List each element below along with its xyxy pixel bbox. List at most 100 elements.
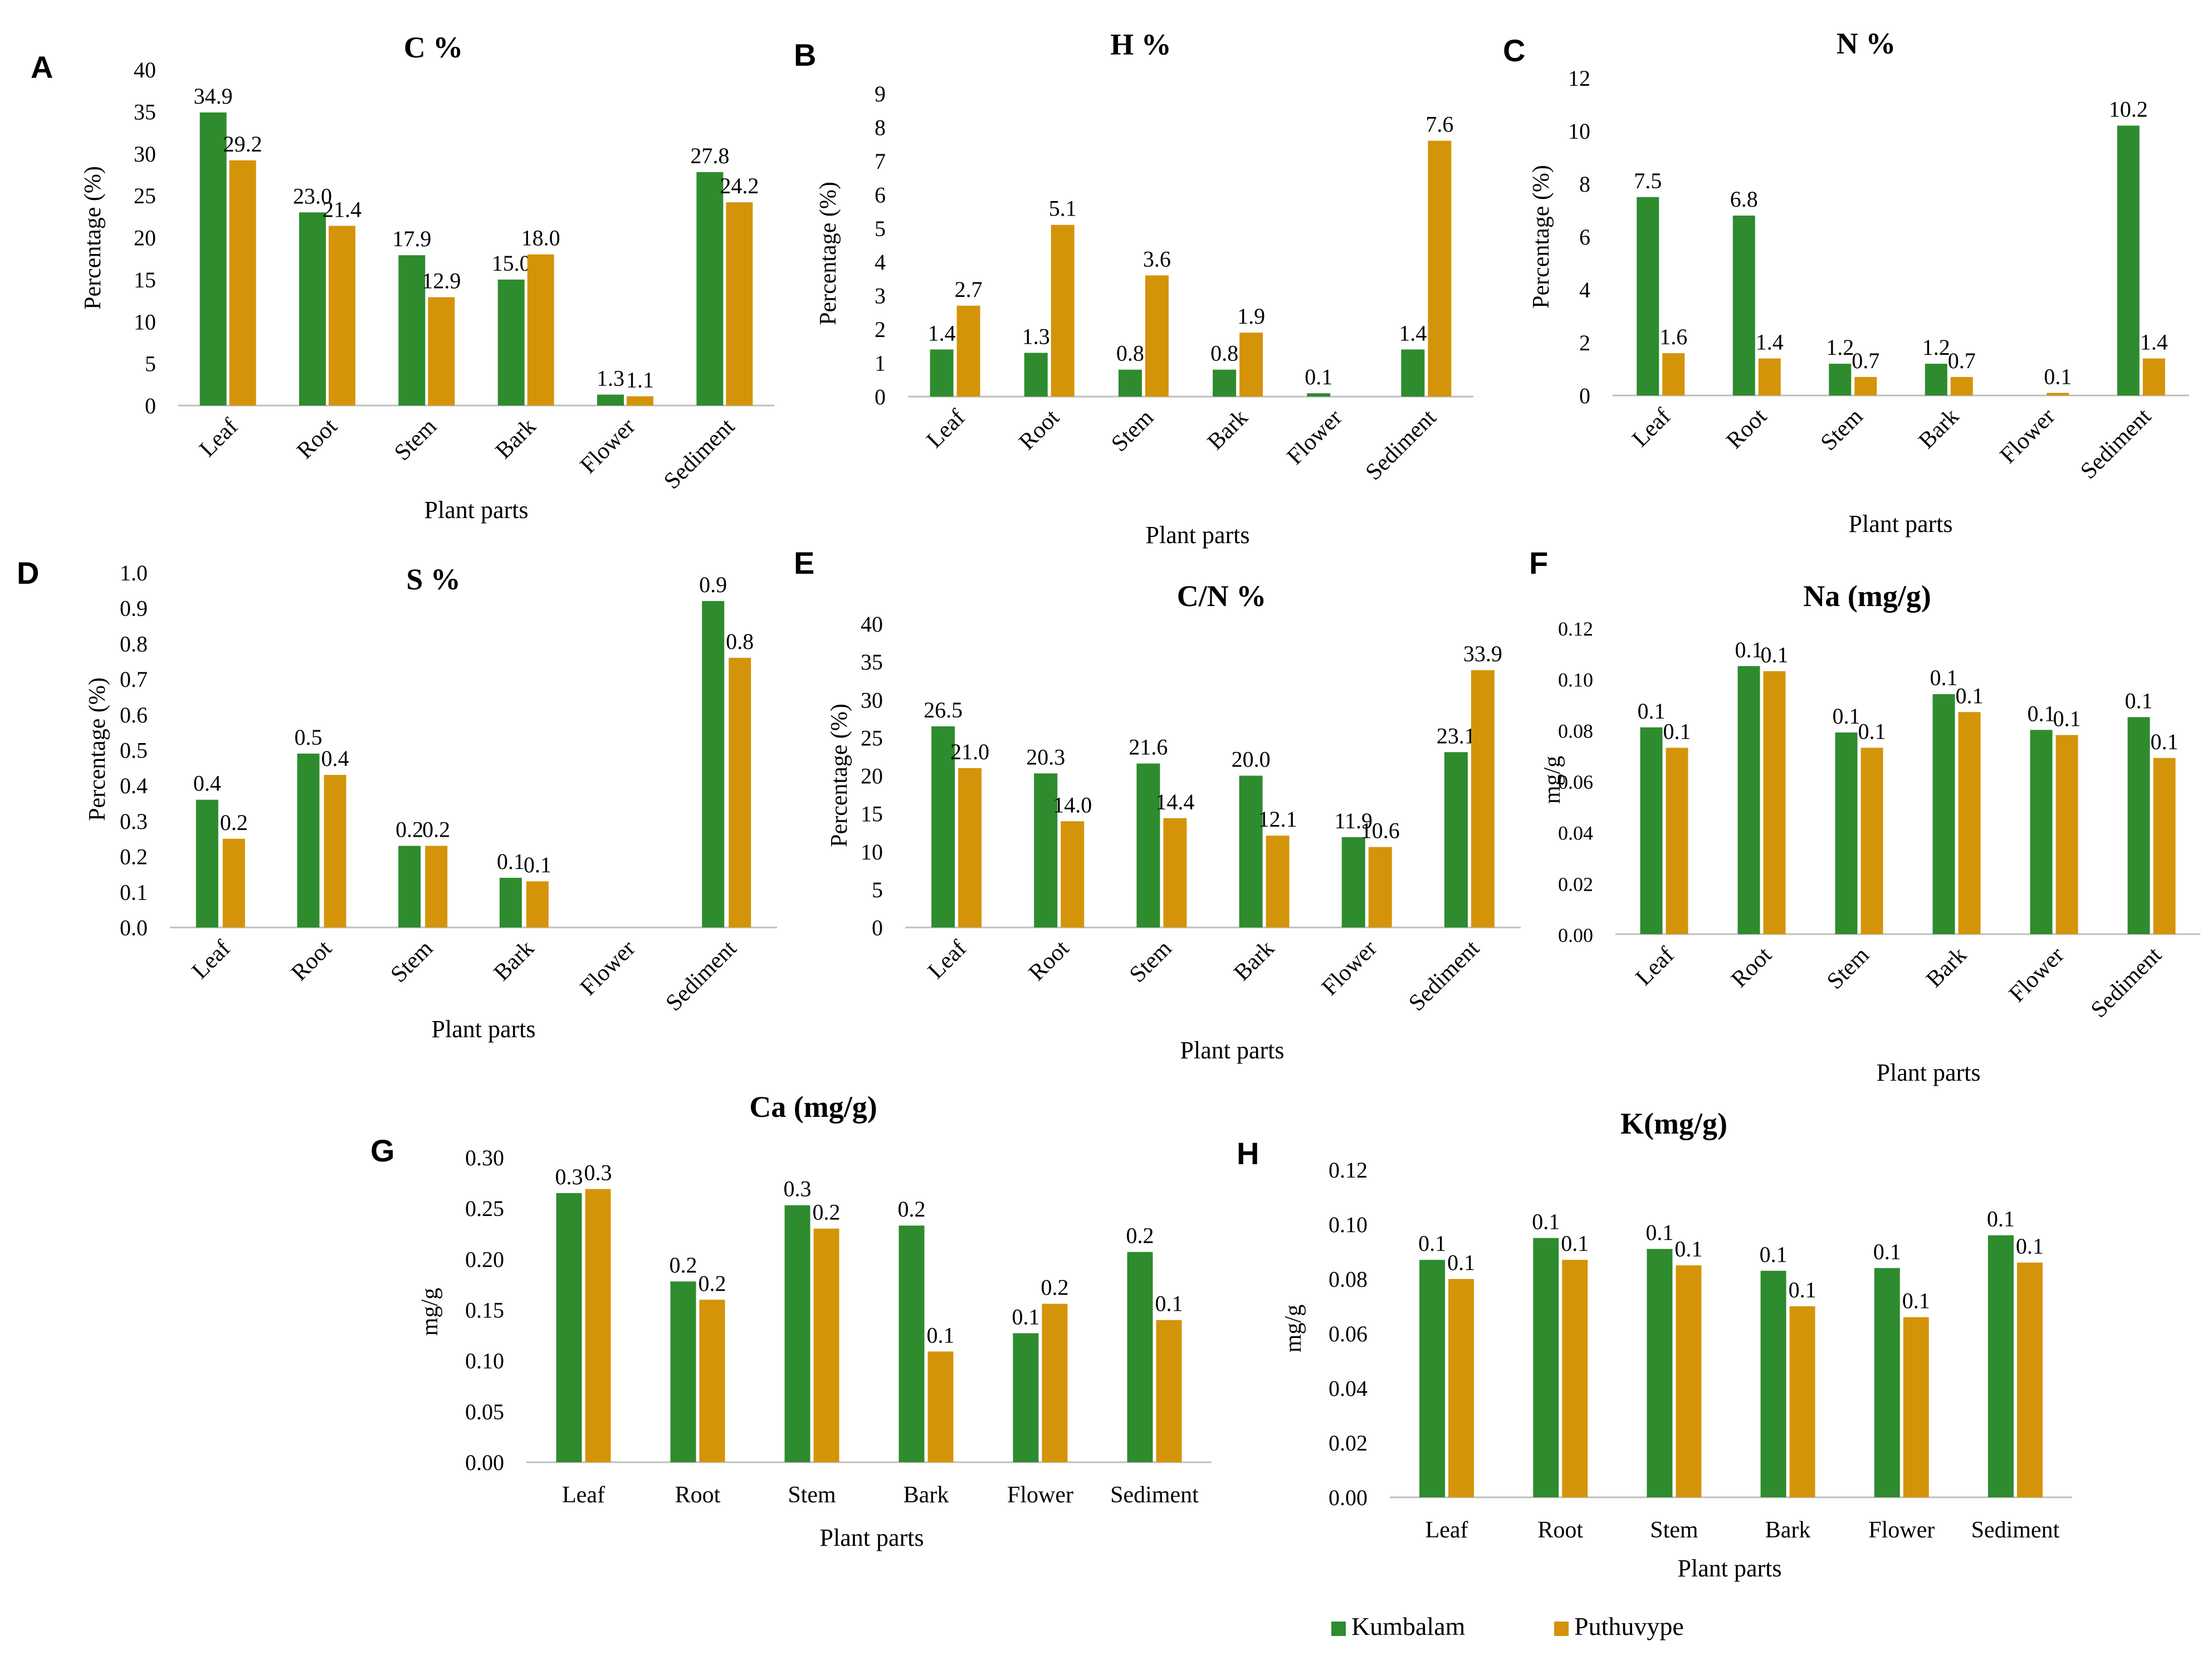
bar-kumbalam-leaf [1419,1259,1446,1497]
bar-puthuvype-bark [1958,712,1981,934]
x-tick-label: Leaf [562,1482,605,1508]
x-tick-label: Stem [788,1482,836,1508]
y-tick-label: 0.12 [1558,618,1593,640]
chart-panel-h: H K(mg/g) 0.00 0.02 0.04 0.06 0.08 0.10 0.12 mg/g… [1237,1107,2072,1582]
bar-puthuvype-flower [627,396,653,406]
data-label: 1.4 [1756,330,1784,355]
bar-puthuvype-sediment [1471,670,1495,927]
chart-panel-a: A C % 0 5 10 15 20 25 30 35 40 Percentage (%) 34.9 29… [31,31,774,524]
y-tick-label: 0.7 [120,667,148,692]
bar-puthuvype-leaf [222,838,245,927]
data-label: 0.5 [295,725,323,750]
bar-puthuvype-bark [1239,333,1263,397]
bar-puthuvype-stem [1854,377,1877,395]
y-tick-label: 0.6 [120,702,148,727]
x-tick-label: Leaf [1425,1517,1468,1543]
x-tick-label: Flower [575,414,641,479]
data-label: 0.1 [1561,1231,1589,1256]
data-label: 0.1 [1858,719,1886,744]
y-axis-label: mg/g [417,1288,443,1336]
y-tick-label: 0.1 [120,880,148,905]
y-tick-label: 0.00 [465,1450,504,1475]
data-label: 18.0 [521,226,560,251]
bar-puthuvype-flower [2055,735,2078,934]
x-axis-label: Plant parts [424,496,529,524]
bar-kumbalam-sediment [1988,1235,2014,1497]
bar-kumbalam-bark [499,877,522,927]
y-tick-label: 40 [134,57,156,82]
x-tick-label: Stem [1822,942,1874,994]
bar-puthuvype-sediment [2142,358,2165,395]
data-label: 0.1 [1663,719,1691,744]
y-axis-label: mg/g [1281,1305,1306,1352]
data-label: 0.1 [1930,665,1958,690]
data-label: 14.0 [1053,792,1092,817]
y-tick-label: 0.05 [465,1399,504,1424]
chart-title: C % [404,31,463,64]
data-label: 20.0 [1232,747,1271,772]
bar-puthuvype-leaf [229,160,256,406]
bar-kumbalam-sediment [702,600,725,927]
x-tick-label: Stem [1816,403,1868,456]
y-tick-label: 0.0 [120,915,148,940]
y-tick-label: 6 [875,182,886,207]
data-label: 7.5 [1634,168,1662,193]
x-tick-label: Root [292,413,343,464]
bar-puthuvype-root [324,775,346,927]
bar-puthuvype-flower [1368,847,1392,927]
y-tick-label: 0 [1579,383,1590,408]
bar-puthuvype-stem [1145,275,1169,397]
y-tick-label: 2 [1579,330,1590,355]
data-label: 26.5 [924,697,963,722]
bar-kumbalam-root [1533,1238,1559,1497]
data-label: 15.0 [492,251,531,276]
data-label: 10.6 [1361,818,1400,843]
bar-puthuvype-root [1758,358,1781,395]
data-label: 0.8 [1210,341,1238,366]
legend-label: Kumbalam [1351,1612,1466,1640]
data-label: 12.1 [1258,807,1297,832]
x-axis-label: Plant parts [1877,1059,1981,1086]
chart-panel-c: C N % 0 2 4 6 8 10 12 Percentage (%) 7.5 1.6 Leaf 6.8… [1503,27,2189,538]
data-label: 29.2 [223,131,262,157]
bar-kumbalam-leaf [199,112,227,406]
bar-kumbalam-bark [497,279,525,406]
bar-puthuvype-stem [425,846,448,927]
y-tick-label: 0 [872,915,883,940]
y-tick-label: 15 [861,802,883,827]
y-tick-label: 0 [875,384,886,409]
bar-kumbalam-sediment [696,172,724,406]
data-label: 0.2 [813,1200,841,1225]
data-label: 1.4 [2140,330,2168,355]
data-label: 0.2 [670,1252,697,1277]
x-axis-label: Plant parts [1849,510,1953,538]
y-tick-label: 0.08 [1329,1267,1368,1292]
x-tick-label: Flower [1282,405,1347,470]
data-label: 21.0 [950,739,989,764]
data-label: 0.1 [1987,1207,2015,1232]
legend-swatch-puthuvype [1554,1622,1569,1636]
chart-title: Ca (mg/g) [749,1090,877,1124]
y-tick-label: 0.2 [120,844,148,870]
bar-puthuvype-bark [1266,836,1290,927]
data-label: 0.8 [726,629,754,654]
data-label: 0.1 [2044,364,2072,389]
bar-puthuvype-stem [428,297,455,406]
y-tick-label: 5 [875,216,886,241]
y-tick-label: 2 [875,317,886,342]
y-axis-label: Percentage (%) [827,704,852,847]
data-label: 0.7 [1948,348,1976,373]
y-tick-label: 0.00 [1558,924,1593,946]
x-tick-label: Sediment [1110,1482,1199,1508]
bar-kumbalam-flower [1013,1333,1039,1462]
bar-kumbalam-root [297,753,320,927]
x-tick-label: Bark [1914,404,1964,454]
bar-puthuvype-stem [1163,818,1187,927]
data-label: 0.1 [2151,729,2179,754]
data-label: 0.1 [1645,1220,1673,1245]
data-label: 1.2 [1922,335,1950,360]
bar-kumbalam-leaf [1637,197,1659,395]
bar-puthuvype-leaf [1448,1279,1474,1497]
x-tick-label: Root [1726,942,1777,993]
bar-kumbalam-root [1737,666,1760,934]
